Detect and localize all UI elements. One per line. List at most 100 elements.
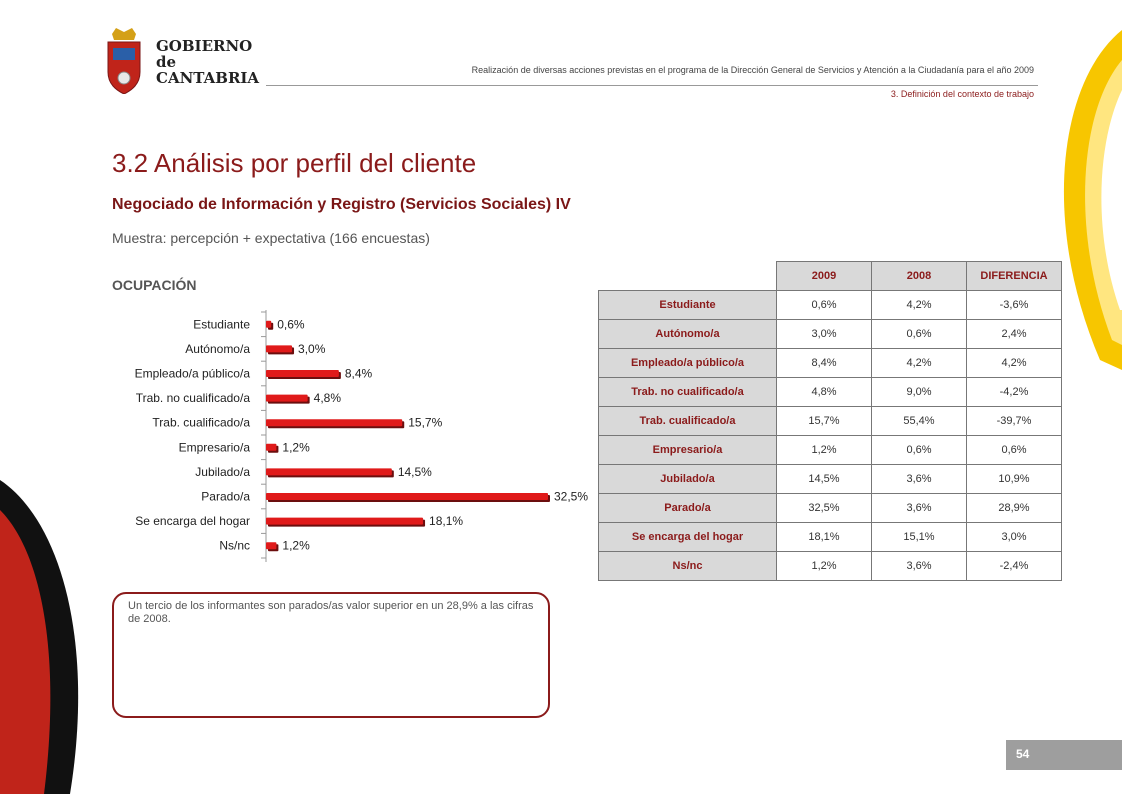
row-label: Empleado/a público/a [598, 348, 777, 378]
cell-2009: 14,5% [776, 464, 872, 494]
cell-diff: 2,4% [966, 319, 1062, 349]
chart-value-label: 32,5% [554, 490, 588, 504]
chart-category-label: Parado/a [201, 490, 250, 504]
chart-value-label: 1,2% [282, 440, 310, 454]
cell-2008: 0,6% [871, 435, 967, 465]
chart-value-label: 0,6% [277, 317, 305, 331]
chart-value-label: 1,2% [282, 539, 310, 553]
chart-category-label: Trab. no cualificado/a [136, 391, 251, 405]
table-row: Estudiante 0,6% 4,2% -3,6% [598, 290, 1062, 320]
cell-2009: 15,7% [776, 406, 872, 436]
chart-value-label: 14,5% [398, 465, 432, 479]
logo-line2: de [156, 53, 177, 71]
sample-text: Muestra: percepción + expectativa (166 e… [112, 230, 430, 246]
chart-category-label: Trab. cualificado/a [152, 416, 250, 430]
cell-diff: 28,9% [966, 493, 1062, 523]
header-divider [266, 85, 1038, 86]
cell-diff: -4,2% [966, 377, 1062, 407]
row-label: Parado/a [598, 493, 777, 523]
chart-category-label: Estudiante [193, 317, 250, 331]
cell-2009: 32,5% [776, 493, 872, 523]
row-label: Estudiante [598, 290, 777, 320]
col-header-2009: 2009 [776, 261, 872, 291]
comparison-table: 2009 2008 DIFERENCIA Estudiante 0,6% 4,2% -… [598, 261, 1062, 581]
chart-category-label: Jubilado/a [195, 465, 250, 479]
chart-bar [266, 542, 277, 550]
cell-2009: 18,1% [776, 522, 872, 552]
cell-2008: 3,6% [871, 551, 967, 581]
chart-category-label: Empleado/a público/a [135, 367, 251, 381]
cell-2009: 3,0% [776, 319, 872, 349]
row-label: Se encarga del hogar [598, 522, 777, 552]
occupation-bar-chart: Estudiante 0,6% Autónomo/a 3,0% Empleado/a p… [135, 310, 588, 562]
cell-2009: 1,2% [776, 435, 872, 465]
chart-bar [266, 517, 424, 525]
chart-bar [266, 320, 272, 328]
cell-2008: 55,4% [871, 406, 967, 436]
table-row: Parado/a 32,5% 3,6% 28,9% [598, 493, 1062, 523]
chart-bar [266, 493, 548, 500]
cell-2009: 1,2% [776, 551, 872, 581]
table-row: Ns/nc 1,2% 3,6% -2,4% [598, 551, 1062, 581]
section-label: OCUPACIÓN [112, 277, 197, 293]
chart-bar [266, 370, 339, 377]
chart-value-label: 4,8% [314, 391, 342, 405]
chart-category-label: Autónomo/a [185, 342, 250, 356]
cell-2008: 4,2% [871, 290, 967, 320]
chart-bar [266, 468, 392, 476]
header-subtitle: Realización de diversas acciones previst… [471, 65, 1034, 75]
table-corner [598, 261, 777, 291]
cell-2009: 0,6% [776, 290, 872, 320]
col-header-2008: 2008 [871, 261, 967, 291]
table-row: Trab. cualificado/a 15,7% 55,4% -39,7% [598, 406, 1062, 436]
row-label: Jubilado/a [598, 464, 777, 494]
left-decoration [0, 480, 79, 794]
page-number-bar: 54 [1006, 740, 1122, 770]
table-row: Empleado/a público/a 8,4% 4,2% 4,2% [598, 348, 1062, 378]
cell-2008: 3,6% [871, 493, 967, 523]
cell-diff: -39,7% [966, 406, 1062, 436]
cell-2009: 8,4% [776, 348, 872, 378]
cell-diff: -3,6% [966, 290, 1062, 320]
row-label: Trab. cualificado/a [598, 406, 777, 436]
chart-category-label: Se encarga del hogar [135, 514, 250, 528]
cell-diff: 3,0% [966, 522, 1062, 552]
page-number: 54 [1016, 747, 1030, 761]
comment-box: Un tercio de los informantes son parados… [112, 592, 550, 718]
header-section: 3. Definición del contexto de trabajo [890, 89, 1034, 99]
chart-category-label: Empresario/a [179, 440, 251, 454]
chart-category-label: Ns/nc [219, 539, 250, 553]
table-row: Jubilado/a 14,5% 3,6% 10,9% [598, 464, 1062, 494]
page-title: 3.2 Análisis por perfil del cliente [112, 148, 477, 178]
row-label: Autónomo/a [598, 319, 777, 349]
row-label: Empresario/a [598, 435, 777, 465]
cell-diff: -2,4% [966, 551, 1062, 581]
table-row: Empresario/a 1,2% 0,6% 0,6% [598, 435, 1062, 465]
chart-value-label: 18,1% [429, 514, 463, 528]
chart-bar [266, 345, 293, 353]
cell-diff: 10,9% [966, 464, 1062, 494]
chart-bar [266, 394, 308, 402]
cell-2008: 15,1% [871, 522, 967, 552]
coat-of-arms-icon [107, 28, 141, 94]
logo-line1: GOBIERNO [156, 37, 253, 55]
table-header-row: 2009 2008 DIFERENCIA [598, 261, 1062, 291]
chart-bar [266, 443, 277, 451]
row-label: Trab. no cualificado/a [598, 377, 777, 407]
cell-2008: 0,6% [871, 319, 967, 349]
logo-line3: CANTABRIA [156, 69, 260, 87]
chart-value-label: 8,4% [345, 367, 373, 381]
logo: GOBIERNO de CANTABRIA [104, 28, 259, 98]
cell-2008: 4,2% [871, 348, 967, 378]
page-subtitle: Negociado de Información y Registro (Ser… [112, 196, 571, 213]
cell-2009: 4,8% [776, 377, 872, 407]
table-row: Trab. no cualificado/a 4,8% 9,0% -4,2% [598, 377, 1062, 407]
cell-diff: 4,2% [966, 348, 1062, 378]
table-row: Se encarga del hogar 18,1% 15,1% 3,0% [598, 522, 1062, 552]
cell-diff: 0,6% [966, 435, 1062, 465]
chart-bar [266, 419, 403, 427]
chart-value-label: 3,0% [298, 342, 326, 356]
cell-2008: 9,0% [871, 377, 967, 407]
table-row: Autónomo/a 3,0% 0,6% 2,4% [598, 319, 1062, 349]
col-header-diff: DIFERENCIA [966, 261, 1062, 291]
